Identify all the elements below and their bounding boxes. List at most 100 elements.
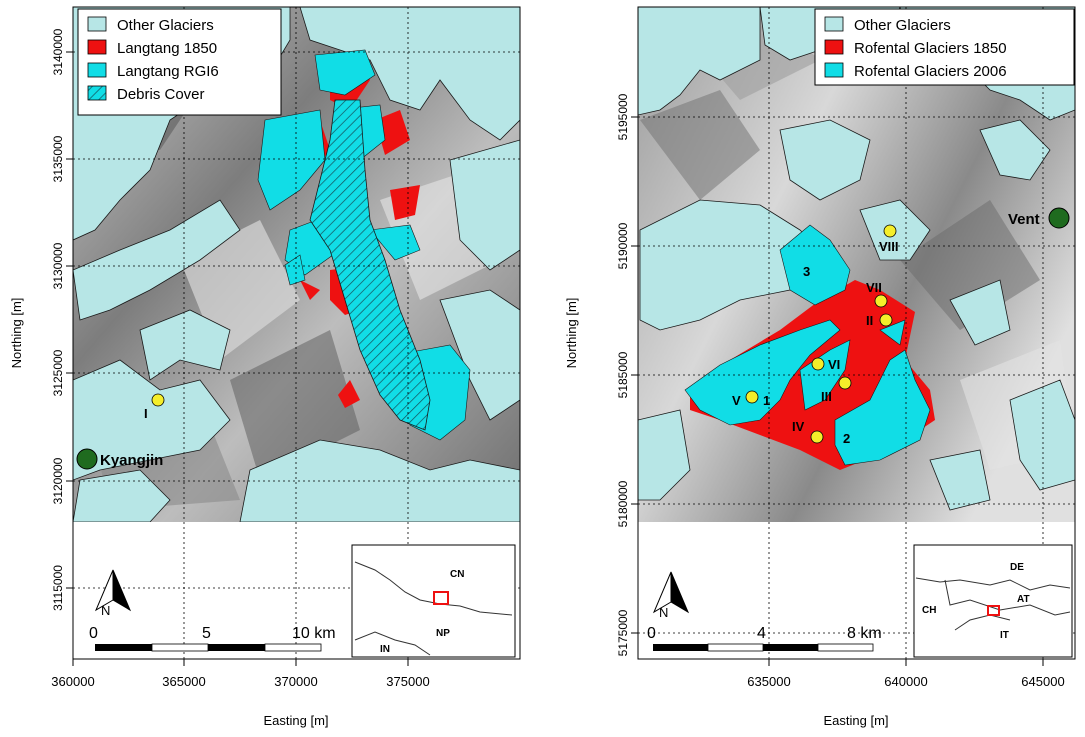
right-inset-map: DE AT CH IT [913, 544, 1073, 658]
right-map-terrain: Vent II III IV V VI VII VIII 1 2 3 [638, 7, 1075, 522]
right-legend: Other Glaciers Rofental Glaciers 1850 Ro… [814, 8, 1075, 86]
left-grid [73, 7, 520, 659]
left-north-label: N [101, 603, 110, 618]
legend-swatch-rofental-1850 [824, 39, 844, 55]
right-ylabel: Northing [m] [564, 298, 579, 369]
inset-label-de: DE [1010, 562, 1024, 573]
left-xtick-370000: 370000 [274, 674, 317, 689]
left-y-ticks [66, 51, 73, 589]
right-xtick-645000: 645000 [1021, 674, 1064, 689]
town-label-kyangjin: Kyangjin [100, 452, 163, 469]
left-scalebar-label-0: 0 [89, 625, 98, 642]
right-xlabel: Easting [m] [823, 713, 888, 728]
legend-swatch-other-glaciers-r [824, 16, 844, 32]
left-scalebar-label-10: 10 km [292, 625, 336, 642]
right-ytick-5190000: 5190000 [616, 222, 630, 269]
right-scalebar-label-4: 4 [757, 625, 766, 642]
point-marker-ii [879, 313, 893, 327]
left-inset-map: CN NP IN [351, 544, 516, 658]
right-x-ticks [768, 659, 1044, 666]
point-marker-vi [811, 357, 825, 371]
legend-swatch-other-glaciers [87, 16, 107, 32]
right-xtick-640000: 640000 [884, 674, 927, 689]
right-scalebar-label-8: 8 km [847, 625, 882, 642]
right-north-arrow-icon: N [652, 571, 690, 620]
inset-label-it: IT [1000, 630, 1009, 641]
left-ytick-3130000: 3130000 [51, 242, 65, 289]
right-y-ticks [631, 116, 638, 634]
glacier-number-1: 1 [763, 393, 770, 408]
legend-label-debris-cover: Debris Cover [117, 86, 205, 103]
inset-label-ch: CH [922, 605, 936, 616]
right-y-tick-labels: 5175000 5180000 5185000 5190000 5195000 [616, 93, 630, 656]
point-marker-vii [874, 294, 888, 308]
left-ytick-3115000: 3115000 [51, 565, 65, 611]
left-xtick-360000: 360000 [51, 674, 94, 689]
inset-location-box-r [987, 605, 1000, 616]
glacier-number-3: 3 [803, 264, 810, 279]
inset-label-at: AT [1017, 594, 1030, 605]
legend-label-rofental-1850: Rofental Glaciers 1850 [854, 40, 1007, 57]
right-grid [638, 7, 1075, 659]
left-x-ticks [72, 659, 409, 666]
point-label-vii: VII [866, 280, 882, 295]
inset-label-cn: CN [450, 569, 464, 580]
point-marker-viii [883, 224, 897, 238]
right-ytick-5195000: 5195000 [616, 93, 630, 140]
right-ytick-5175000: 5175000 [616, 609, 630, 656]
legend-label-other-glaciers: Other Glaciers [117, 17, 214, 34]
point-label-viii: VIII [879, 239, 899, 254]
left-scalebar: 0 5 10 km [89, 625, 336, 652]
point-marker-v [745, 390, 759, 404]
town-label-vent: Vent [1008, 211, 1040, 228]
town-marker-kyangjin [76, 448, 98, 470]
point-label-iv: IV [792, 419, 805, 434]
legend-label-langtang-1850: Langtang 1850 [117, 40, 217, 57]
right-map-frame [637, 6, 1076, 660]
point-marker-iii [838, 376, 852, 390]
legend-swatch-langtang-1850 [87, 39, 107, 55]
right-scalebar: 0 4 8 km [647, 625, 882, 652]
inset-label-in: IN [380, 644, 390, 655]
left-scalebar-label-5: 5 [202, 625, 211, 642]
legend-label-other-glaciers-r: Other Glaciers [854, 17, 951, 34]
point-marker-i [151, 393, 165, 407]
point-label-iii: III [821, 389, 832, 404]
point-label-i: I [144, 406, 148, 421]
left-ytick-3120000: 3120000 [51, 457, 65, 504]
point-marker-iv [810, 430, 824, 444]
right-other-glaciers [638, 7, 1075, 511]
left-xlabel: Easting [m] [263, 713, 328, 728]
inset-label-np: NP [436, 628, 450, 639]
right-ytick-5180000: 5180000 [616, 480, 630, 527]
legend-label-langtang-rgi6: Langtang RGI6 [117, 63, 219, 80]
left-debris-cover [309, 99, 431, 431]
legend-swatch-debris-cover [87, 85, 107, 101]
right-x-tick-labels: 635000 640000 645000 [747, 674, 1064, 689]
town-marker-vent [1048, 207, 1070, 229]
left-north-arrow-icon: N [94, 569, 132, 618]
left-map-panel: Kyangjin I Other Glaciers Langtang 1850 [9, 6, 521, 728]
point-label-ii: II [866, 313, 873, 328]
left-legend: Other Glaciers Langtang 1850 Langtang RG… [77, 8, 282, 116]
right-scalebar-label-0: 0 [647, 625, 656, 642]
left-ytick-3140000: 3140000 [51, 28, 65, 75]
legend-swatch-langtang-rgi6 [87, 62, 107, 78]
right-ytick-5185000: 5185000 [616, 351, 630, 398]
glacier-number-2: 2 [843, 431, 850, 446]
left-x-tick-labels: 360000 365000 370000 375000 [51, 674, 429, 689]
right-xtick-635000: 635000 [747, 674, 790, 689]
inset-location-box [433, 591, 449, 605]
right-north-label: N [659, 605, 668, 620]
left-xtick-375000: 375000 [386, 674, 429, 689]
legend-label-rofental-2006: Rofental Glaciers 2006 [854, 63, 1007, 80]
point-label-vi: VI [828, 357, 840, 372]
left-ytick-3125000: 3125000 [51, 349, 65, 396]
legend-swatch-rofental-2006 [824, 62, 844, 78]
left-y-tick-labels: 3115000 3120000 3125000 3130000 3135000 … [51, 28, 65, 611]
left-xtick-365000: 365000 [162, 674, 205, 689]
left-ylabel: Northing [m] [9, 298, 24, 369]
point-label-v: V [732, 393, 741, 408]
right-map-panel: Vent II III IV V VI VII VIII 1 2 3 [564, 6, 1076, 728]
